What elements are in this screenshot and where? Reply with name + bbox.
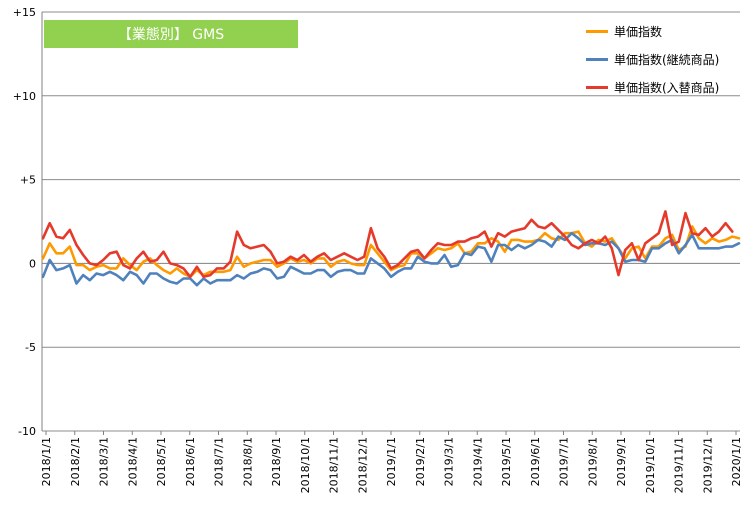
x-tick-label: 2020/1/1 [730,437,743,486]
x-tick-label: 2018/7/1 [213,437,226,486]
x-tick-label: 2019/8/1 [586,437,599,486]
legend-label-continuing: 単価指数(継続商品) [614,52,720,67]
legend-swatch-replacement [586,85,608,89]
x-tick-label: 2018/9/1 [270,437,283,486]
y-tick-label: +10 [13,90,36,103]
x-tick-label: 2018/1/1 [40,437,53,486]
x-tick-label: 2019/3/1 [443,437,456,486]
x-tick-label: 2018/10/1 [299,437,312,493]
chart-gridlines [41,11,740,432]
y-tick-label: +5 [20,174,36,187]
x-tick-label: 2019/9/1 [615,437,628,486]
chart-title-banner: 【業態別】 GMS [44,20,298,48]
legend-item-unit-price: 単価指数 [586,17,719,45]
x-tick-label: 2019/2/1 [414,437,427,486]
y-tick-label: +15 [13,6,36,19]
x-tick-label: 2018/3/1 [98,437,111,486]
x-tick-label: 2019/6/1 [529,437,542,486]
x-tick-label: 2018/11/1 [328,437,341,493]
x-tick-label: 2018/5/1 [155,437,168,486]
y-tick-label: 0 [29,257,36,270]
x-tick-label: 2018/12/1 [356,437,369,493]
x-tick-label: 2018/2/1 [69,437,82,486]
x-tick-label: 2019/5/1 [500,437,513,486]
x-tick-label: 2019/1/1 [385,437,398,486]
legend-swatch-unit-price [586,29,608,33]
x-tick-label: 2019/7/1 [558,437,571,486]
x-tick-label: 2019/10/1 [644,437,657,493]
series-line-2 [41,210,734,279]
x-tick-label: 2018/6/1 [184,437,197,486]
y-axis: -10 -5 0 +5 +10 +15 [13,6,36,438]
legend-item-replacement: 単価指数(入替商品) [586,73,719,101]
x-tick-label: 2019/12/1 [701,437,714,493]
legend-swatch-continuing [586,57,608,61]
y-tick-label: -10 [18,425,36,438]
legend-label-replacement: 単価指数(入替商品) [614,80,720,95]
legend-label-unit-price: 単価指数 [614,24,663,39]
chart-legend: 単価指数 単価指数(継続商品) 単価指数(入替商品) [586,17,719,101]
x-tick-label: 2019/11/1 [673,437,686,493]
y-tick-label: -5 [25,341,36,354]
x-axis: 2018/1/1 2018/2/1 2018/3/1 2018/4/1 2018/5/1… [40,431,743,493]
x-tick-label: 2019/4/1 [471,437,484,486]
legend-item-continuing: 単価指数(継続商品) [586,45,719,73]
x-tick-label: 2018/4/1 [126,437,139,486]
x-tick-label: 2018/8/1 [241,437,254,486]
chart-series [41,210,741,287]
